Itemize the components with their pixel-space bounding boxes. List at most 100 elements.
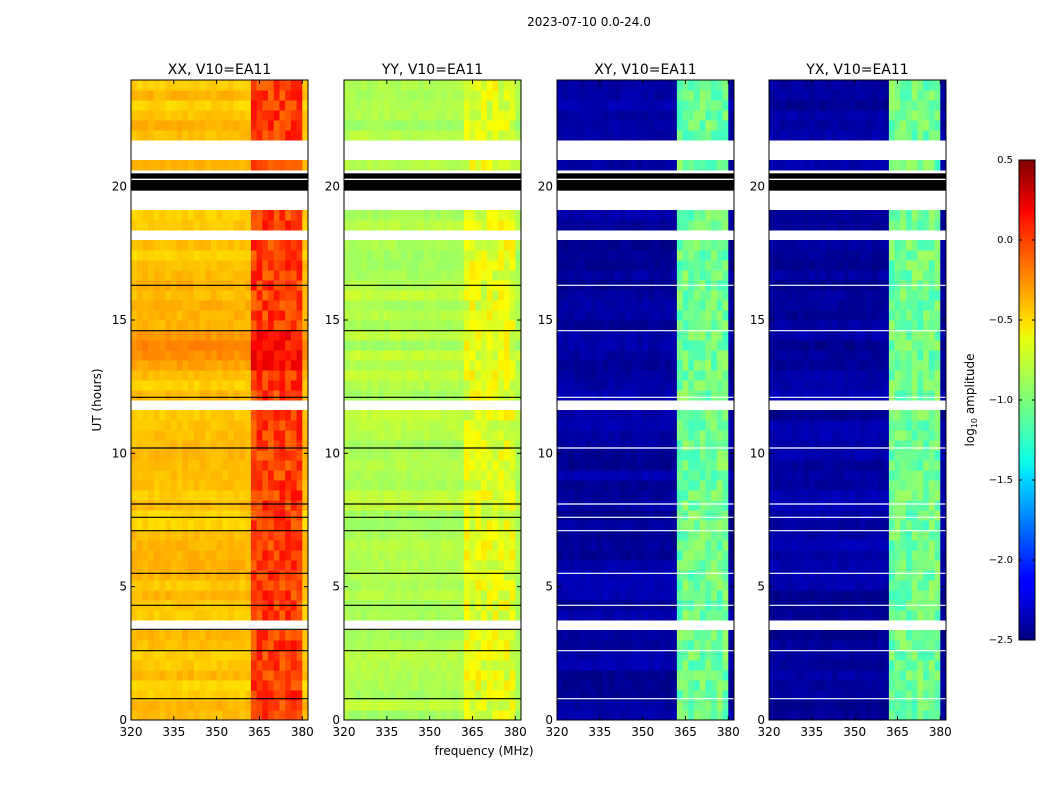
heatmap-cell: [245, 680, 252, 691]
heatmap-cell: [245, 80, 252, 91]
heatmap-cell: [503, 300, 511, 311]
heatmap-cell: [441, 670, 448, 681]
heatmap-cell: [429, 390, 436, 401]
heatmap-cell: [355, 540, 362, 551]
heatmap-cell: [509, 460, 516, 471]
heatmap-cell: [716, 390, 724, 401]
heatmap-cell: [486, 660, 493, 671]
heatmap-cell: [366, 110, 374, 121]
heatmap-cell: [366, 310, 374, 321]
heatmap-cell: [401, 270, 408, 281]
heatmap-cell: [557, 550, 564, 561]
heatmap-cell: [250, 220, 258, 231]
heatmap-cell: [176, 100, 183, 111]
heatmap-cell: [475, 680, 482, 691]
heatmap-cell: [216, 520, 223, 531]
heatmap-cell: [401, 390, 408, 401]
heatmap-cell: [372, 710, 379, 720]
heatmap-cell: [256, 670, 263, 681]
heatmap-cell: [671, 300, 678, 311]
heatmap-cell: [142, 110, 149, 121]
heatmap-cell: [285, 300, 292, 311]
heatmap-cell: [361, 90, 368, 101]
heatmap-cell: [722, 690, 729, 701]
heatmap-cell: [383, 700, 391, 711]
heatmap-cell: [503, 90, 511, 101]
heatmap-cell: [659, 660, 666, 671]
heatmap-cell: [176, 370, 183, 381]
heatmap-cell: [636, 240, 644, 251]
heatmap-cell: [273, 270, 280, 281]
heatmap-cell: [193, 680, 201, 691]
heatmap-cell: [711, 460, 718, 471]
heatmap-cell: [574, 680, 581, 691]
heatmap-cell: [486, 100, 493, 111]
heatmap-cell: [463, 480, 471, 491]
heatmap-cell: [302, 540, 308, 551]
heatmap-cell: [131, 210, 138, 221]
heatmap-cell: [188, 330, 195, 341]
heatmap-cell: [136, 310, 143, 321]
heatmap-cell: [216, 220, 223, 231]
heatmap-cell: [159, 90, 166, 101]
heatmap-cell: [159, 650, 166, 661]
heatmap-cell: [176, 650, 183, 661]
heatmap-cell: [498, 320, 505, 331]
heatmap-cell: [596, 450, 604, 461]
heatmap-cell: [596, 240, 604, 251]
heatmap-cell: [239, 410, 246, 421]
heatmap-cell: [492, 520, 499, 531]
heatmap-cell: [463, 380, 471, 391]
heatmap-cell: [665, 460, 672, 471]
heatmap-cell: [199, 530, 206, 541]
heatmap-cell: [694, 360, 701, 371]
heatmap-cell: [602, 650, 609, 661]
heatmap-cell: [579, 350, 587, 361]
heatmap-cell: [131, 300, 138, 311]
heatmap-cell: [205, 440, 212, 451]
heatmap-cell: [383, 440, 391, 451]
heatmap-cell: [193, 270, 201, 281]
heatmap-cell: [406, 220, 414, 231]
heatmap-cell: [153, 330, 161, 341]
heatmap-cell: [509, 100, 516, 111]
heatmap-cell: [262, 430, 269, 441]
heatmap-cell: [148, 450, 155, 461]
heatmap-cell: [602, 420, 609, 431]
y-axis-label: UT (hours): [90, 368, 104, 431]
heatmap-cell: [596, 530, 604, 541]
heatmap-cell: [648, 570, 655, 581]
heatmap-cell: [165, 450, 172, 461]
heatmap-cell: [268, 660, 275, 671]
heatmap-cell: [642, 310, 649, 321]
heatmap-cell: [205, 340, 212, 351]
heatmap-cell: [722, 390, 729, 401]
heatmap-cell: [481, 480, 488, 491]
heatmap-cell: [366, 240, 374, 251]
heatmap-cell: [210, 380, 218, 391]
heatmap-cell: [591, 300, 598, 311]
heatmap-cell: [469, 690, 476, 701]
heatmap-cell: [625, 260, 632, 271]
heatmap-cell: [193, 260, 201, 271]
heatmap-cell: [418, 240, 425, 251]
heatmap-cell: [659, 330, 666, 341]
heatmap-cell: [210, 120, 218, 131]
heatmap-cell: [562, 530, 569, 541]
heatmap-cell: [728, 430, 734, 441]
heatmap-cell: [188, 700, 195, 711]
heatmap-cell: [509, 550, 516, 561]
heatmap-cell: [136, 580, 143, 591]
heatmap-cell: [694, 290, 701, 301]
heatmap-cell: [296, 540, 303, 551]
heatmap-cell: [498, 580, 505, 591]
heatmap-cell: [574, 370, 581, 381]
heatmap-cell: [302, 530, 308, 541]
heatmap-cell: [176, 560, 183, 571]
heatmap-cell: [395, 450, 402, 461]
heatmap-cell: [285, 360, 292, 371]
heatmap-cell: [279, 100, 286, 111]
heatmap-cell: [625, 320, 632, 331]
heatmap-cell: [509, 120, 516, 131]
heatmap-cell: [210, 160, 218, 171]
